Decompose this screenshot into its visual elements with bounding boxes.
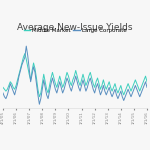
Middle Market [31,70,33,71]
Middle Market [24,53,26,54]
Large Corporate [142,88,144,90]
Middle Market [38,96,40,98]
Large Corporate [79,90,81,92]
Large Corporate [2,92,4,94]
Large Corporate [91,83,93,85]
Large Corporate [146,86,148,88]
Middle Market [37,88,39,90]
Middle Market [91,77,93,79]
Middle Market [2,86,4,88]
Large Corporate [37,94,39,96]
Middle Market [137,86,139,88]
Large Corporate [137,92,139,94]
Middle Market [142,83,144,85]
Middle Market [146,81,148,83]
Large Corporate [38,103,40,105]
Large Corporate [25,45,27,47]
Title: Average New-Issue Yields: Average New-Issue Yields [17,23,133,32]
Legend: Middle Market, Large Corporate: Middle Market, Large Corporate [21,26,129,35]
Line: Large Corporate: Large Corporate [3,46,147,104]
Line: Middle Market: Middle Market [3,54,147,97]
Middle Market [79,85,81,86]
Large Corporate [31,73,33,75]
